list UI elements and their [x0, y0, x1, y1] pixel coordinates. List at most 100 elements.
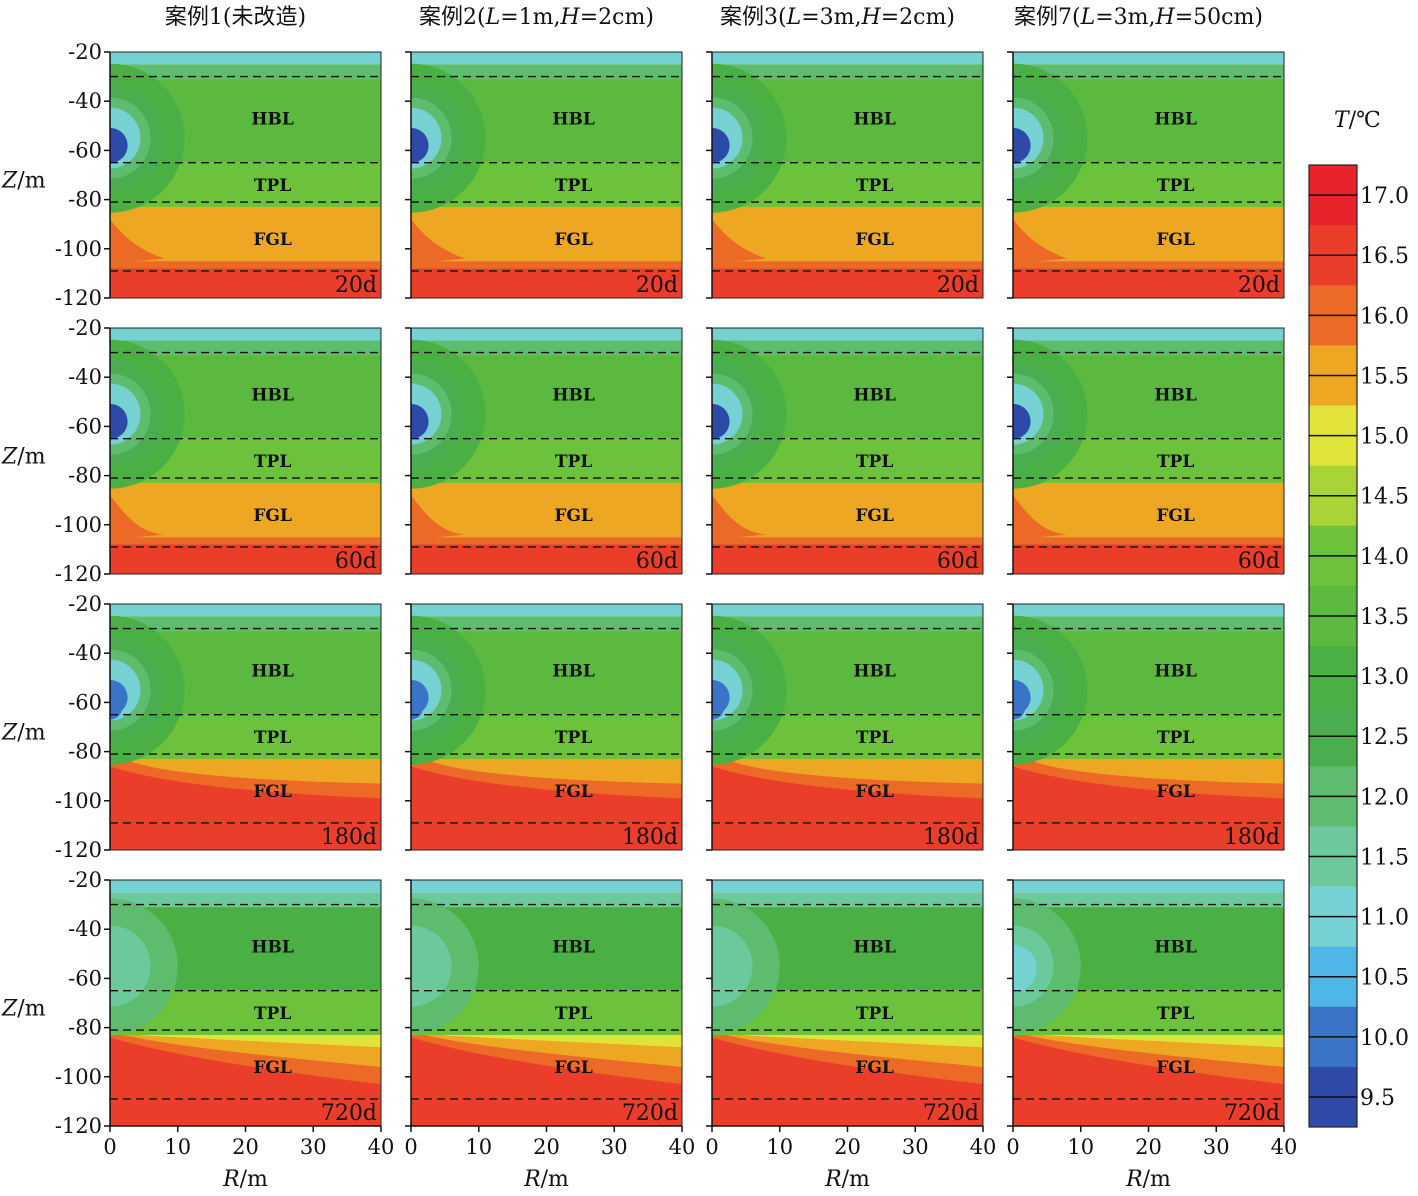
x-tick-label: 40 [1271, 1135, 1298, 1159]
fgl-near-well-warm [411, 495, 466, 540]
layer-label-tpl: TPL [555, 452, 592, 472]
colorbar-tick-label: 10.0 [1360, 1026, 1409, 1051]
band-fgl [411, 206, 682, 262]
layer-label-fgl: FGL [1156, 230, 1195, 250]
time-label: 20d [1238, 273, 1280, 298]
band-near-surface [110, 892, 381, 908]
band-fgl-base [110, 261, 381, 269]
fgl-yellow-wedge [712, 1034, 983, 1048]
colorbar-frame [1308, 164, 1358, 1128]
y-axis-label: Z/m [1, 996, 46, 1021]
x-tick-label: 0 [1006, 1135, 1019, 1159]
layer-label-tpl: TPL [1157, 728, 1194, 748]
x-axis-label: R/m [222, 1167, 268, 1192]
band-top-surface [1013, 604, 1284, 617]
y-tick-label: -20 [68, 316, 102, 340]
x-tick-label: 10 [465, 1135, 492, 1159]
y-tick-label: -40 [68, 89, 102, 113]
x-tick-label: 40 [669, 1135, 696, 1159]
cold-plume-center [110, 409, 123, 434]
cold-plume-center [1013, 963, 1024, 984]
band-top-surface [1013, 328, 1284, 341]
panel-case7-60d: HBL TPL FGL 60d [1007, 327, 1285, 575]
layer-label-hbl: HBL [251, 937, 293, 957]
band-deep-warm [110, 544, 381, 574]
band-deep-warm [411, 268, 682, 298]
layer-label-tpl: TPL [856, 176, 893, 196]
colorbar-tick-label: 13.0 [1360, 665, 1409, 690]
layer-label-hbl: HBL [853, 109, 895, 129]
layer-label-hbl: HBL [251, 109, 293, 129]
fgl-yellow-wedge [411, 1034, 682, 1048]
band-fgl [110, 206, 381, 262]
cold-plume-center [411, 409, 424, 434]
layer-label-hbl: HBL [853, 937, 895, 957]
band-top-surface [411, 604, 682, 617]
colorbar: 17.0 16.5 16.0 15.5 15.0 14.5 14.0 13.5 13.0 12.5… [1308, 108, 1409, 1128]
x-tick-label: 10 [766, 1135, 793, 1159]
x-tick-label: 30 [1203, 1135, 1230, 1159]
band-deep-warm [1013, 268, 1284, 298]
colorbar-tick-label: 9.5 [1360, 1086, 1395, 1111]
band-top-surface [1013, 52, 1284, 65]
layer-label-fgl: FGL [855, 1058, 894, 1078]
layer-label-hbl: HBL [251, 661, 293, 681]
x-tick-label: 40 [368, 1135, 395, 1159]
band-near-surface [110, 340, 381, 356]
x-tick-label: 20 [834, 1135, 861, 1159]
cold-plume-center [712, 409, 725, 434]
x-tick-label: 10 [164, 1135, 191, 1159]
y-tick-label: -100 [55, 513, 102, 537]
layer-label-fgl: FGL [554, 230, 593, 250]
y-tick-label: -40 [68, 917, 102, 941]
y-tick-label: -60 [68, 414, 102, 438]
cold-plume-center [411, 133, 424, 158]
layer-label-tpl: TPL [856, 452, 893, 472]
band-near-surface [411, 340, 682, 356]
time-label: 720d [321, 1101, 377, 1126]
x-tick-label: 20 [533, 1135, 560, 1159]
colorbar-tick-label: 11.5 [1360, 845, 1409, 870]
cold-plume-center [712, 963, 723, 984]
panel-case3-60d: HBL TPL FGL 60d [706, 327, 984, 575]
panel-case1-20d: HBL TPL FGL 20d -20 -40 -60 -80 -100 -120 Z/m [1, 40, 382, 310]
band-near-surface [712, 340, 983, 356]
panel-case7-20d: HBL TPL FGL 20d [1007, 51, 1285, 299]
layer-label-tpl: TPL [555, 1004, 592, 1024]
layer-label-tpl: TPL [254, 452, 291, 472]
fgl-near-well-warm [110, 219, 165, 264]
panel-case1-60d: HBL TPL FGL 60d -20 -40 -60 -80 -100 -120 Z/m [1, 316, 382, 586]
x-tick-label: 10 [1067, 1135, 1094, 1159]
band-deep-warm [712, 544, 983, 574]
band-top-surface [712, 328, 983, 341]
band-top-surface [1013, 880, 1284, 893]
layer-label-tpl: TPL [254, 728, 291, 748]
x-tick-label: 0 [404, 1135, 417, 1159]
fgl-near-well-warm [411, 219, 466, 264]
time-label: 60d [636, 549, 678, 574]
panel-grid: HBL TPL FGL 20d -20 -40 -60 -80 -100 -120 Z/m HBL TP… [1, 40, 1297, 1192]
x-tick-label: 30 [601, 1135, 628, 1159]
time-label: 180d [923, 825, 979, 850]
cold-plume-center [1013, 409, 1026, 434]
layer-label-fgl: FGL [855, 782, 894, 802]
y-tick-label: -120 [55, 562, 102, 586]
colorbar-tick-label: 12.5 [1360, 725, 1409, 750]
band-top-surface [411, 52, 682, 65]
y-tick-label: -60 [68, 966, 102, 990]
layer-label-fgl: FGL [554, 782, 593, 802]
time-label: 20d [335, 273, 377, 298]
layer-label-tpl: TPL [856, 728, 893, 748]
cold-plume-center [1013, 133, 1026, 158]
band-fgl [110, 482, 381, 538]
colorbar-tick-label: 10.5 [1360, 966, 1409, 991]
fgl-near-well-warm [110, 495, 165, 540]
band-top-surface [110, 52, 381, 65]
band-fgl-base [1013, 537, 1284, 545]
panel-case2-720d: HBL TPL FGL 720d 0 10 20 30 40 R/m [404, 879, 696, 1192]
panel-case1-720d: HBL TPL FGL 720d -20 -40 -60 -80 -100 -120 Z/m 0 10 2… [1, 868, 394, 1192]
colorbar-tick-label: 13.5 [1360, 605, 1409, 630]
band-top-surface [712, 52, 983, 65]
cold-plume-center [712, 133, 725, 158]
y-tick-label: -80 [68, 1016, 102, 1040]
